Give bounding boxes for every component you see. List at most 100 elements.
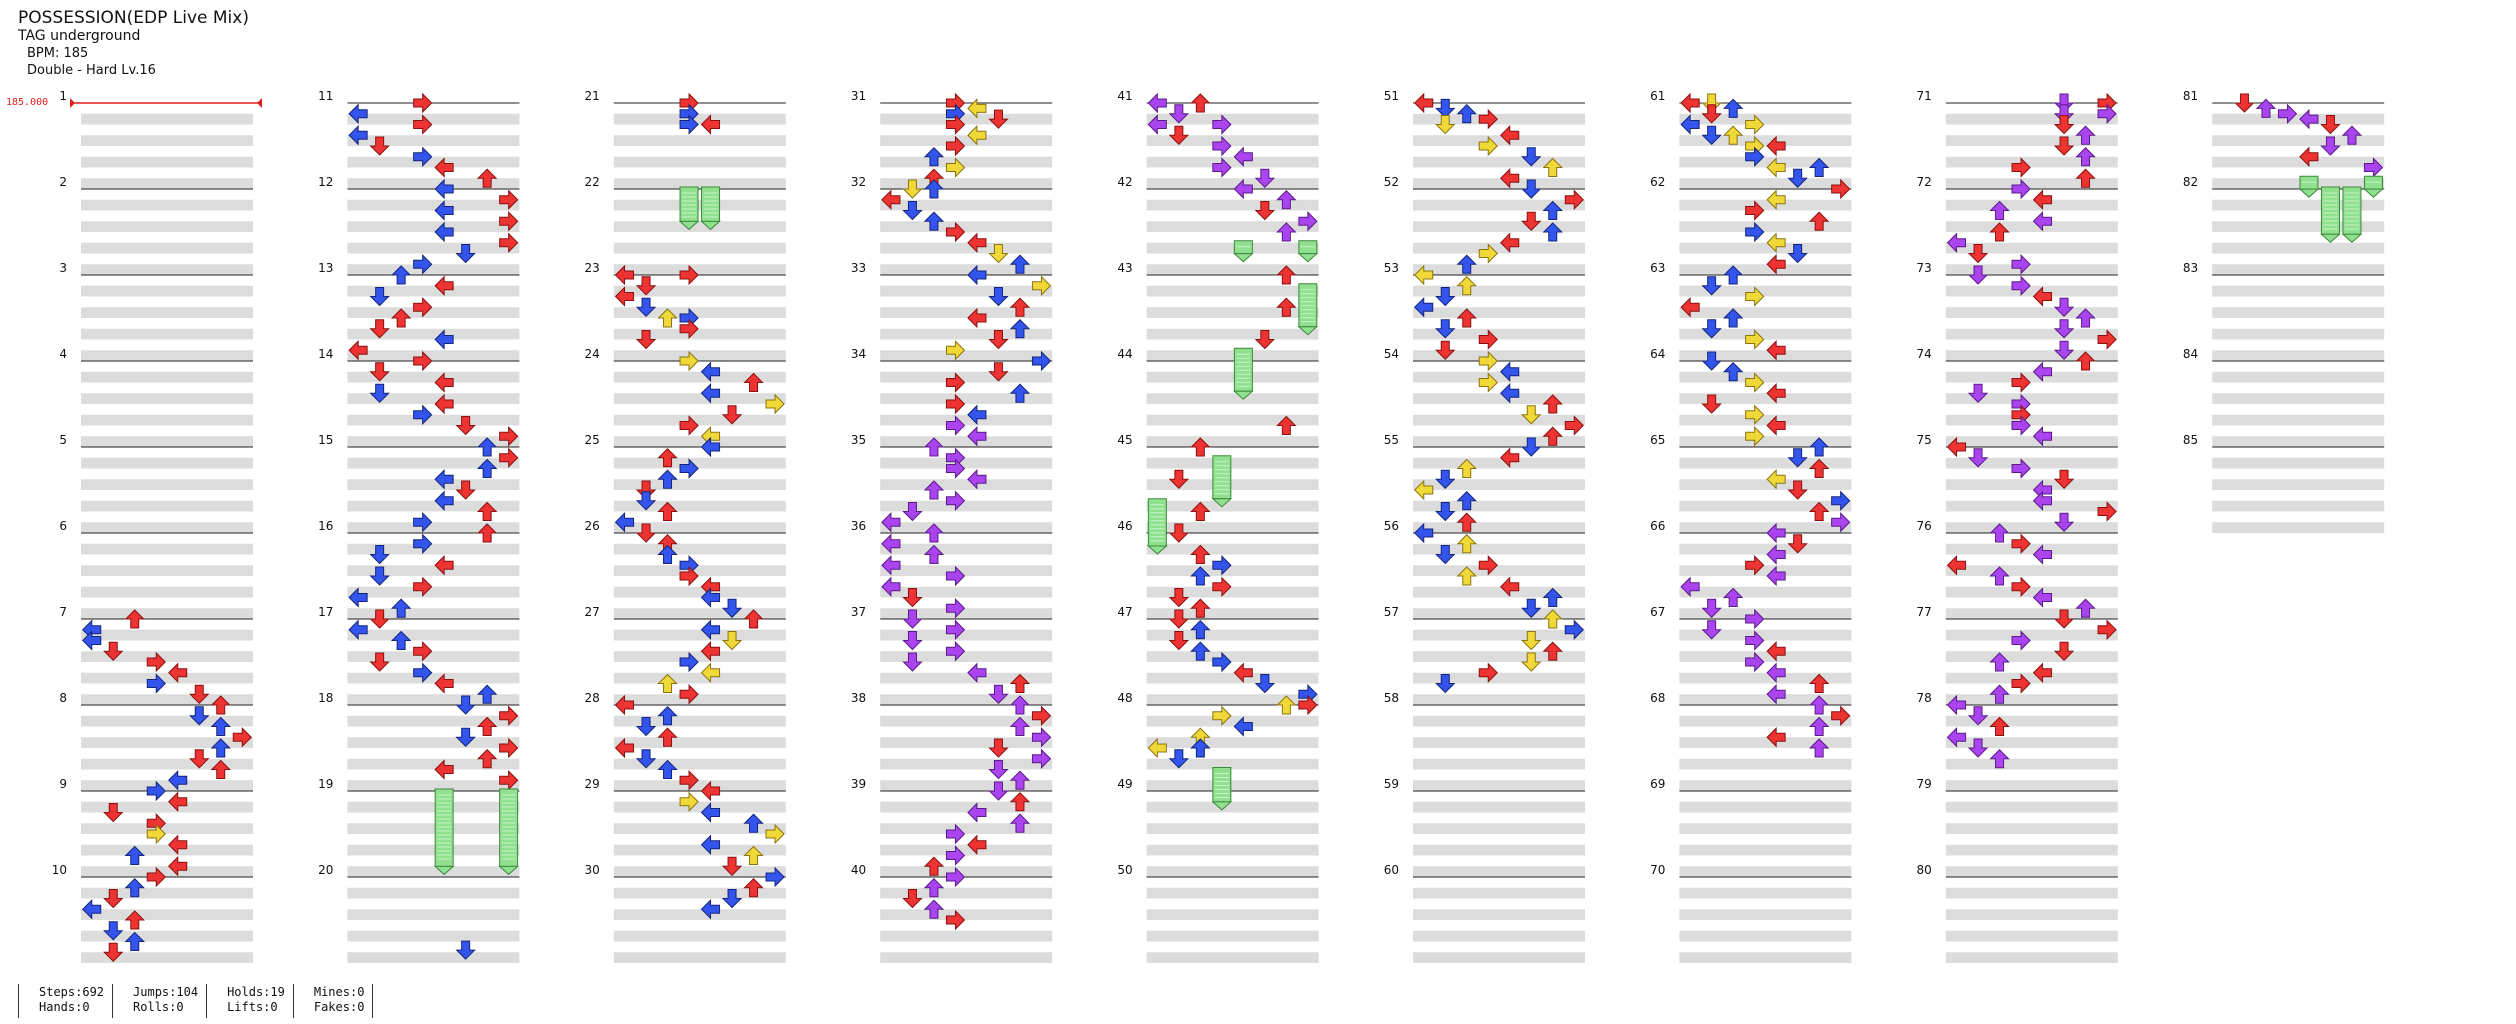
arrow-note — [1456, 254, 1477, 274]
arrow-note — [700, 802, 721, 823]
beat-band — [1945, 780, 2118, 791]
beat-band — [880, 371, 1053, 383]
arrow-note — [2053, 469, 2075, 489]
hold-tail — [433, 865, 455, 876]
arrow-note — [1435, 98, 1456, 119]
beat-band — [880, 543, 1053, 555]
arrow-note — [1031, 748, 1052, 769]
arrow-note — [369, 319, 390, 339]
measure-label: 3 — [59, 261, 67, 275]
beat-band — [613, 178, 786, 189]
arrow-note — [124, 878, 145, 898]
measure-6: 6 — [59, 519, 253, 619]
arrow-note — [1500, 447, 1520, 468]
beat-band — [1413, 264, 1585, 275]
hold-note — [1211, 455, 1233, 508]
beat-band — [2212, 178, 2385, 189]
measure-84: 84 — [2183, 347, 2385, 447]
arrow-note — [945, 157, 966, 178]
beat-band — [880, 608, 1053, 619]
arrow-note — [499, 447, 519, 468]
beat-band — [1413, 393, 1585, 404]
beat-band — [613, 565, 786, 576]
beat-band — [1413, 156, 1585, 168]
measure-label: 78 — [1917, 691, 1932, 705]
beat-band — [81, 479, 253, 490]
arrow-note — [434, 555, 454, 576]
hold-tail — [1233, 390, 1254, 400]
beat-band — [613, 801, 786, 813]
arrow-note — [657, 448, 678, 468]
arrow-note — [1190, 437, 1211, 457]
measure-13: 13 — [318, 261, 520, 361]
beat-band — [2212, 242, 2385, 254]
arrow-note — [1435, 545, 1456, 565]
arrow-note — [1212, 705, 1232, 726]
arrow-note — [743, 372, 764, 392]
arrow-note — [967, 802, 987, 823]
measure-62: 62 — [1650, 175, 1852, 275]
measure-55: 55 — [1384, 433, 1585, 533]
beat-band — [1146, 629, 1319, 641]
beat-band — [880, 285, 1053, 297]
beat-band — [81, 930, 253, 942]
beat-band — [1679, 113, 1852, 125]
arrow-note — [1456, 566, 1477, 586]
measure-75: 75 — [1917, 433, 2118, 533]
arrow-note — [1989, 200, 2010, 220]
arrow-note — [1967, 706, 1989, 726]
beat-band — [1679, 199, 1852, 211]
beat-band — [2212, 393, 2385, 404]
arrow-note — [2011, 275, 2031, 296]
stat-holds: Holds:19 — [227, 985, 285, 999]
beat-band — [1413, 909, 1585, 920]
measure-14: 14 — [318, 347, 520, 447]
measure-label: 37 — [851, 605, 866, 619]
arrow-note — [168, 834, 188, 855]
beat-band — [613, 543, 786, 555]
arrow-note — [1456, 491, 1477, 511]
hold-tail — [1297, 326, 1319, 336]
arrow-note — [1745, 329, 1765, 350]
hold-note — [1233, 347, 1254, 400]
measure-7: 7 — [59, 605, 253, 705]
measure-label: 13 — [318, 261, 333, 275]
beat-band — [1679, 156, 1852, 168]
arrow-note — [1722, 362, 1744, 382]
beat-band — [81, 264, 253, 275]
arrow-note — [1766, 232, 1786, 253]
beat-band — [613, 608, 786, 619]
arrow-note — [1521, 631, 1542, 651]
measure-label: 33 — [851, 261, 866, 275]
arrow-note — [679, 114, 699, 135]
arrow-note — [1808, 211, 1830, 231]
beat-band — [1679, 350, 1852, 361]
beat-band — [81, 672, 253, 684]
arrow-note — [1456, 276, 1477, 296]
measure-label: 45 — [1117, 433, 1132, 447]
beat-band — [880, 737, 1053, 748]
measure-label: 26 — [585, 519, 600, 533]
beat-band — [613, 371, 786, 383]
measure-label: 23 — [585, 261, 600, 275]
measure-label: 32 — [851, 175, 866, 189]
arrow-note — [945, 598, 966, 619]
arrow-note — [1701, 620, 1722, 640]
measure-label: 59 — [1384, 777, 1399, 791]
arrow-note — [499, 211, 519, 232]
arrow-note — [2320, 115, 2341, 135]
measure-45: 45 — [1117, 433, 1319, 533]
arrow-note — [2053, 641, 2075, 661]
arrow-note — [881, 512, 901, 533]
arrow-note — [2011, 254, 2031, 275]
arrow-note — [1456, 308, 1477, 328]
beat-band — [2212, 221, 2385, 232]
hold-tail — [700, 220, 721, 231]
beat-band — [1146, 457, 1319, 469]
measure-52: 52 — [1384, 175, 1585, 275]
arrow-note — [2299, 146, 2319, 167]
arrow-note — [988, 684, 1009, 704]
beat-band — [1679, 694, 1852, 705]
arrow-note — [902, 631, 923, 651]
beat-band — [1679, 436, 1852, 447]
